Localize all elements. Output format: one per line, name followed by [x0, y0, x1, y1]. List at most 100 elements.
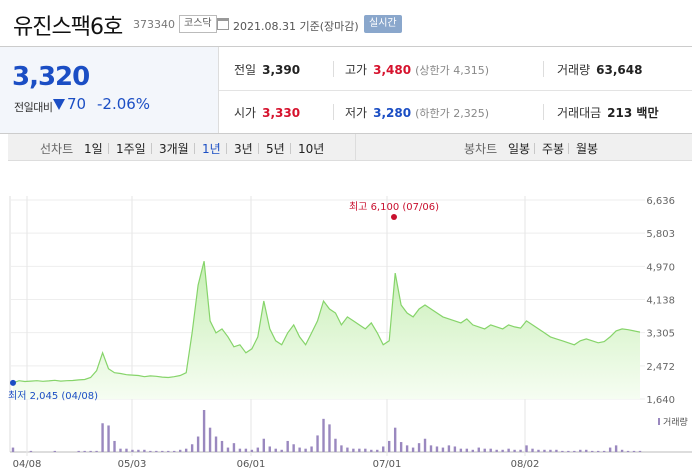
volume-bar	[429, 445, 433, 452]
divider	[543, 104, 544, 120]
stat-volume: 거래량 63,648	[557, 61, 642, 78]
divider	[151, 143, 152, 154]
tab-3m[interactable]: 3개월	[159, 142, 189, 156]
volume-bar	[238, 448, 242, 452]
divider	[258, 143, 259, 154]
x-tick-label: 06/01	[237, 459, 266, 470]
stat-low: 저가 3,280 (하한가 2,325)	[345, 104, 489, 121]
volume-bar	[597, 450, 600, 452]
volume-bar	[585, 449, 588, 452]
volume-bar	[495, 449, 498, 452]
volume-bar	[292, 444, 295, 452]
volume-bar	[11, 447, 15, 452]
candle-chart-label: 봉차트	[464, 142, 498, 156]
volume-bar	[376, 449, 379, 452]
tab-1w[interactable]: 1주일	[116, 142, 146, 156]
volume-bar	[507, 448, 510, 452]
volume-bar	[447, 445, 451, 452]
calendar-icon	[217, 18, 229, 30]
prev-compare-label: 전일대비	[14, 101, 53, 114]
volume-bar	[274, 448, 277, 452]
tab-monthly[interactable]: 월봉	[576, 142, 599, 156]
volume-bar	[161, 450, 164, 452]
stat-label: 전일	[234, 63, 257, 77]
stat-value: 3,390	[262, 63, 301, 77]
y-tick-label: 3,305	[646, 329, 675, 340]
lower-limit: (하한가 2,325)	[415, 107, 489, 120]
volume-bar	[232, 443, 236, 452]
volume-bar	[53, 450, 56, 452]
price-chart[interactable]: 6,636 5,803 4,970 4,138 3,305 2,472 1,640 04/08…	[0, 190, 692, 473]
stat-label: 고가	[345, 63, 368, 77]
divider	[333, 61, 334, 77]
volume-bar	[614, 445, 618, 452]
volume-bar	[471, 449, 474, 452]
volume-bar	[77, 450, 80, 452]
stock-code: 373340	[133, 18, 175, 31]
volume-bar	[513, 449, 516, 452]
volume-bar	[322, 418, 325, 452]
stat-amount: 거래대금 213 백만	[557, 104, 658, 121]
volume-bar	[280, 449, 283, 452]
volume-bar	[131, 449, 134, 452]
volume-bar	[137, 449, 140, 452]
volume-bar	[632, 450, 636, 452]
stat-high: 고가 3,480 (상한가 4,315)	[345, 61, 489, 78]
tab-weekly[interactable]: 주봉	[542, 142, 565, 156]
volume-bar	[501, 449, 504, 452]
volume-bar	[89, 450, 92, 452]
volume-bar	[262, 438, 265, 452]
tab-daily[interactable]: 일봉	[508, 142, 531, 156]
volume-bar	[328, 424, 331, 452]
stat-prev-close: 전일 3,390	[234, 61, 300, 78]
volume-bar	[441, 447, 445, 452]
volume-bar	[573, 450, 576, 452]
tab-10y[interactable]: 10년	[298, 142, 325, 156]
volume-bar	[531, 448, 534, 452]
chart-period-tabs: 선차트 1일 1주일 3개월 1년 3년 5년 10년 봉차트 일봉 주봉 월봉	[8, 134, 692, 161]
stat-label: 저가	[345, 106, 368, 120]
stat-value: 63,648	[596, 63, 643, 77]
volume-bar	[393, 427, 397, 452]
tab-3y[interactable]: 3년	[234, 142, 253, 156]
volume-bar	[143, 449, 146, 452]
volume-bar	[370, 449, 373, 452]
volume-bar	[167, 450, 170, 452]
volume-bar	[525, 445, 528, 452]
stock-name: 유진스팩6호	[13, 15, 123, 40]
volume-bar	[489, 448, 492, 452]
current-price: 3,320	[12, 62, 90, 92]
stat-value: 3,280	[373, 106, 412, 120]
y-tick-label: 4,138	[646, 296, 675, 307]
volume-bar	[83, 450, 86, 452]
tab-1d[interactable]: 1일	[84, 142, 103, 156]
stat-value: 3,330	[262, 106, 301, 120]
price-change-percent: -2.06%	[97, 95, 151, 113]
volume-bar	[340, 445, 343, 452]
x-tick-label: 08/02	[511, 459, 540, 470]
volume-bar	[101, 423, 104, 452]
volume-bar	[579, 449, 582, 452]
divider	[355, 134, 356, 161]
low-point-marker	[10, 379, 16, 386]
volume-bar	[626, 450, 630, 452]
y-tick-label: 5,803	[646, 229, 675, 240]
volume-bar	[304, 448, 307, 452]
price-change: 70	[67, 95, 87, 113]
realtime-button[interactable]: 실시간	[364, 15, 402, 33]
volume-bar	[549, 449, 552, 452]
volume-bar	[244, 448, 248, 452]
volume-bar	[608, 447, 612, 452]
tab-5y[interactable]: 5년	[266, 142, 285, 156]
volume-bar	[364, 448, 367, 452]
y-tick-label: 1,640	[646, 395, 675, 406]
divider	[290, 143, 291, 154]
volume-bar	[113, 440, 116, 452]
price-chart-svg: 6,636 5,803 4,970 4,138 3,305 2,472 1,640 04/08…	[8, 196, 692, 470]
divider	[543, 61, 544, 77]
tab-1y[interactable]: 1년	[202, 142, 221, 156]
stat-label: 거래대금	[557, 106, 602, 120]
volume-bar	[298, 447, 301, 452]
volume-bar	[423, 438, 427, 452]
stat-label: 거래량	[557, 63, 591, 77]
